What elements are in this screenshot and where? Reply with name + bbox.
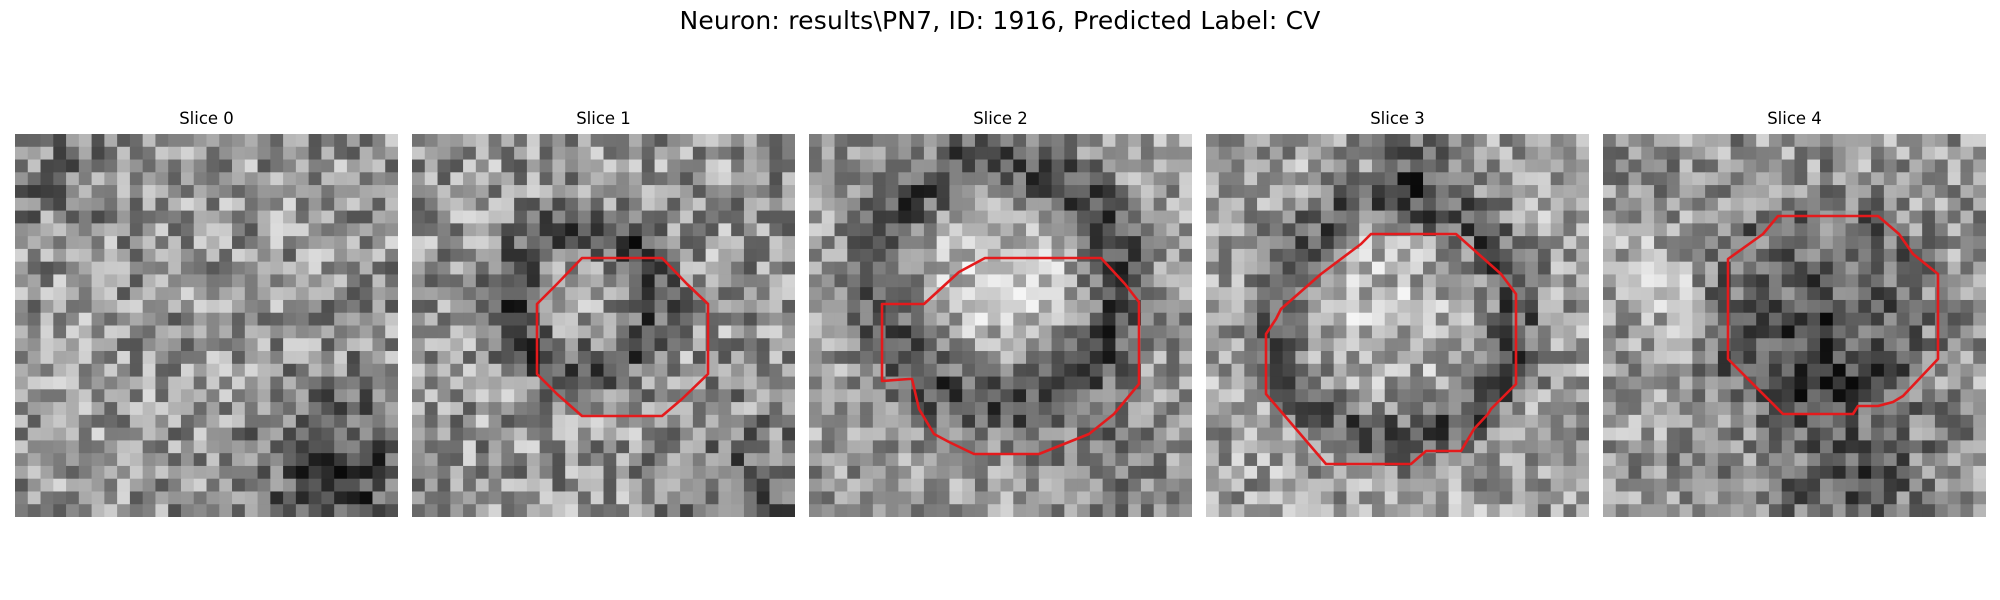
- contour-outline-3: [1264, 232, 1518, 466]
- slice-title-4: Slice 4: [1767, 109, 1822, 128]
- slice-panel-0: Slice 0: [15, 108, 398, 517]
- figure-title: Neuron: results\PN7, ID: 1916, Predicted…: [679, 6, 1321, 35]
- slice-pixels-2: [809, 134, 1192, 517]
- slice-image-4: [1603, 134, 1986, 517]
- slice-canvas-0: [15, 134, 398, 517]
- slice-image-1: [412, 134, 795, 517]
- contour-outline-4: [1726, 214, 1940, 416]
- slice-panel-2: Slice 2: [809, 108, 1192, 517]
- slice-title-2: Slice 2: [973, 109, 1028, 128]
- slice-title-0: Slice 0: [179, 109, 234, 128]
- slice-image-0: [15, 134, 398, 517]
- slice-pixels-1: [412, 134, 795, 517]
- contour-outline-2: [880, 256, 1141, 456]
- slice-image-3: [1206, 134, 1589, 517]
- slice-image-2: [809, 134, 1192, 517]
- slice-title-1: Slice 1: [576, 109, 631, 128]
- slice-pixels-4: [1603, 134, 1986, 517]
- slice-title-3: Slice 3: [1370, 109, 1425, 128]
- slice-canvas-2: [809, 134, 1192, 517]
- slice-panel-3: Slice 3: [1206, 108, 1589, 517]
- slice-pixels-3: [1206, 134, 1589, 517]
- slice-pixels-0: [15, 134, 398, 517]
- slice-canvas-4: [1603, 134, 1986, 517]
- slice-canvas-1: [412, 134, 795, 517]
- slice-panel-1: Slice 1: [412, 108, 795, 517]
- slice-canvas-3: [1206, 134, 1589, 517]
- contour-outline-1: [535, 256, 710, 418]
- slice-panel-4: Slice 4: [1603, 108, 1986, 517]
